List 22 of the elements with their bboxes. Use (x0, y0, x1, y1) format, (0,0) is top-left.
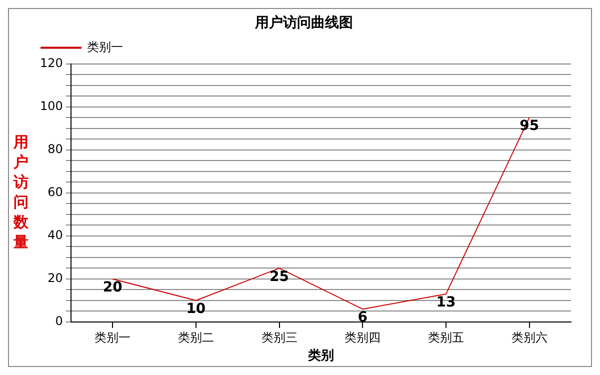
y-tick-label: 40 (48, 228, 63, 242)
y-tick-label: 100 (40, 98, 63, 113)
y-tick-label: 20 (48, 271, 63, 286)
x-tick-label: 类别五 (428, 330, 464, 344)
x-tick-label: 类别三 (261, 330, 298, 344)
data-label: 25 (270, 268, 290, 285)
data-label: 20 (102, 280, 123, 296)
x-axis-title: 类别 (306, 348, 334, 364)
chart-title: 用户访问曲线图 (254, 14, 353, 32)
data-label: 6 (358, 310, 368, 326)
x-tick-label: 类别四 (344, 330, 381, 344)
data-label: 10 (186, 301, 206, 318)
y-tick-label: 120 (40, 56, 63, 70)
data-label: 13 (436, 294, 456, 311)
legend-label: 类别一 (87, 40, 123, 54)
x-tick-label: 类别二 (178, 330, 214, 344)
y-tick-label: 60 (48, 185, 63, 200)
y-tick-label: 80 (48, 142, 63, 156)
y-tick-label: 0 (55, 314, 63, 328)
x-tick-label: 类别六 (511, 330, 548, 344)
y-axis-title: 用户访问数量 (12, 132, 30, 251)
x-tick-label: 类别一 (94, 330, 131, 344)
